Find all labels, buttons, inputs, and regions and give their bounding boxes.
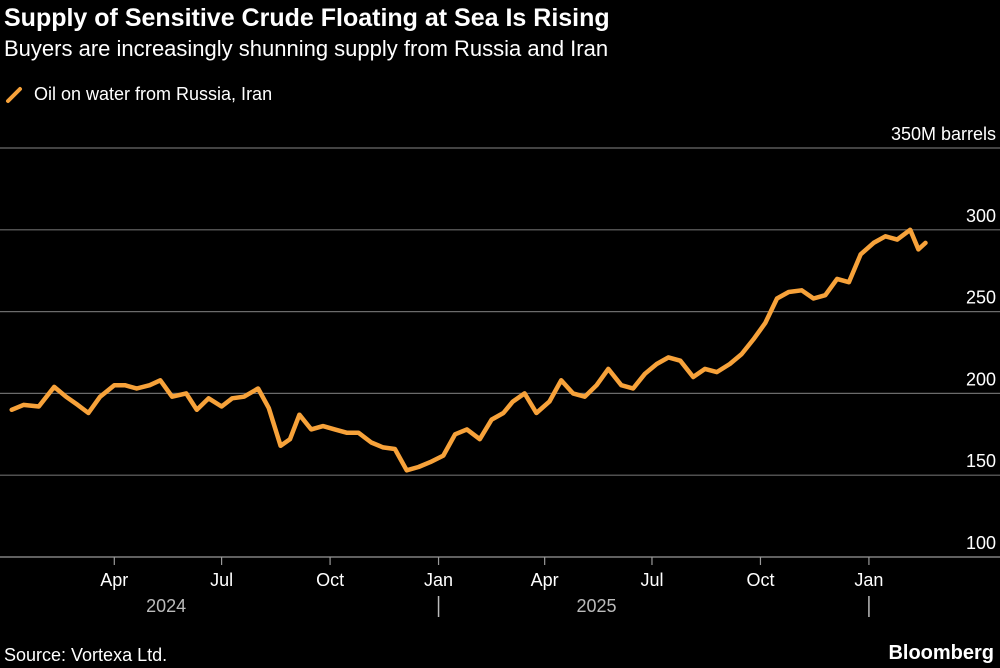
legend-label: Oil on water from Russia, Iran <box>34 84 273 104</box>
y-tick-label-250: 250 <box>966 288 996 308</box>
y-tick-label-300: 300 <box>966 206 996 226</box>
legend: Oil on water from Russia, Iran <box>4 84 272 105</box>
source-note: Source: Vortexa Ltd. <box>4 645 168 665</box>
y-tick-label-200: 200 <box>966 369 996 389</box>
bloomberg-logo: Bloomberg <box>888 642 994 664</box>
series-layer <box>9 227 928 473</box>
x-tick-label-2: Oct <box>316 570 344 590</box>
grid-layer <box>0 147 1000 558</box>
year-label-2024: 2024 <box>146 596 186 616</box>
y-tick-label-100: 100 <box>966 533 996 553</box>
y-tick-label-350: 350M barrels <box>891 124 996 144</box>
chart-title: Supply of Sensitive Crude Floating at Se… <box>4 4 610 32</box>
legend-swatch-icon <box>6 86 22 103</box>
x-tick-label-5: Jul <box>640 570 663 590</box>
year-label-2025: 2025 <box>577 596 617 616</box>
chart-subtitle: Buyers are increasingly shunning supply … <box>4 36 609 61</box>
x-tick-label-6: Oct <box>746 570 774 590</box>
series-line-0 <box>9 227 928 473</box>
y-tick-label-150: 150 <box>966 451 996 471</box>
x-tick-label-0: Apr <box>100 570 128 590</box>
x-tick-label-7: Jan <box>854 570 883 590</box>
axis-layer: 350M barrels 300 250 200 150 100 Apr Jul Oct Jan A… <box>100 124 996 617</box>
x-tick-label-3: Jan <box>424 570 453 590</box>
x-tick-label-4: Apr <box>531 570 559 590</box>
x-tick-label-1: Jul <box>210 570 233 590</box>
